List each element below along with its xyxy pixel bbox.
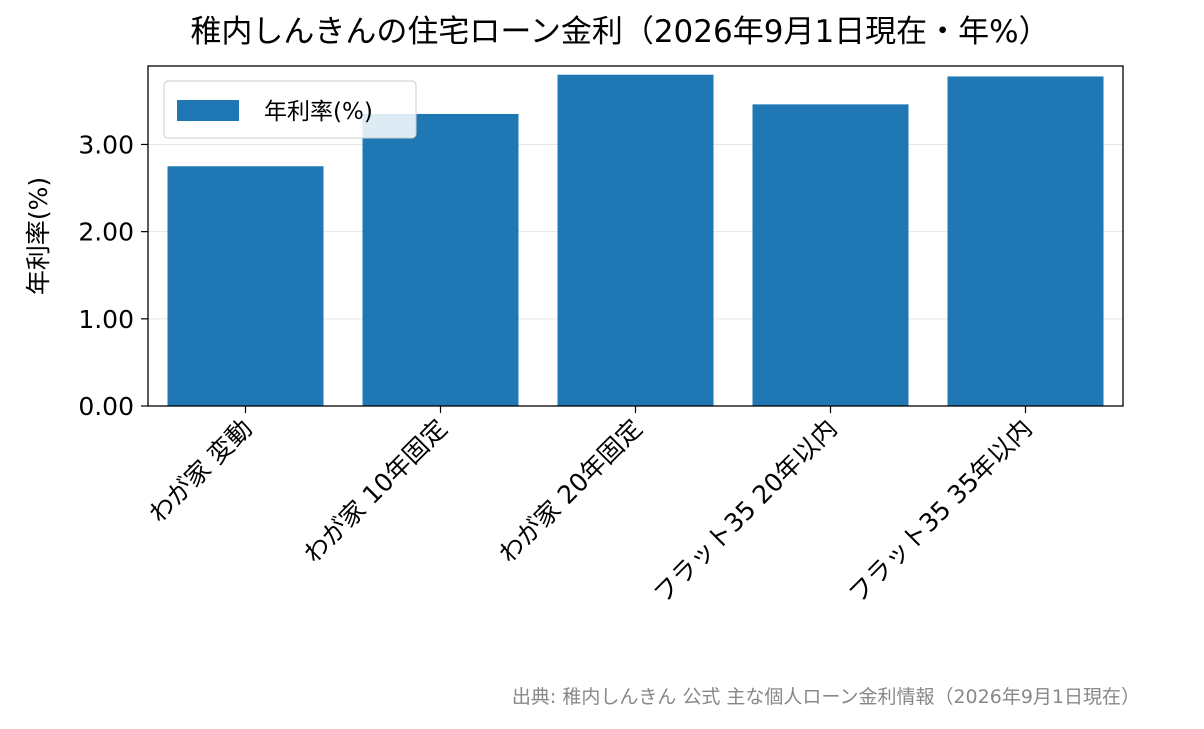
bar [167, 166, 324, 406]
bar [752, 104, 909, 406]
x-tick-label: フラット35 35年以内 [843, 414, 1038, 609]
y-axis-label: 年利率(%) [24, 177, 53, 295]
x-tick-label: わが家 変動 [143, 414, 258, 529]
legend-swatch [177, 100, 239, 121]
x-axis: わが家 変動 わが家 10年固定 わが家 20年固定 フラット35 20年以内 フラット… [143, 406, 1038, 609]
bar [362, 113, 519, 406]
bars [167, 74, 1104, 406]
chart-title: 稚内しんきんの住宅ローン金利（2026年9月1日現在・年%） [190, 14, 1049, 50]
y-axis: 0.00 1.00 2.00 3.00 [78, 130, 148, 421]
x-tick-label: フラット35 20年以内 [648, 414, 843, 609]
x-tick-label: わが家 20年固定 [493, 414, 648, 569]
y-tick-label: 3.00 [78, 130, 134, 159]
x-tick-label: わが家 10年固定 [298, 414, 453, 569]
source-note: 出典: 稚内しんきん 公式 主な個人ローン金利情報（2026年9月1日現在） [512, 686, 1140, 708]
legend-label: 年利率(%) [264, 99, 373, 125]
legend-frame [163, 80, 417, 139]
y-tick-label: 0.00 [78, 392, 134, 421]
legend: 年利率(%) [163, 80, 417, 139]
bar [947, 76, 1104, 406]
bar [557, 74, 714, 406]
y-tick-label: 1.00 [78, 305, 134, 334]
y-tick-label: 2.00 [78, 218, 134, 247]
